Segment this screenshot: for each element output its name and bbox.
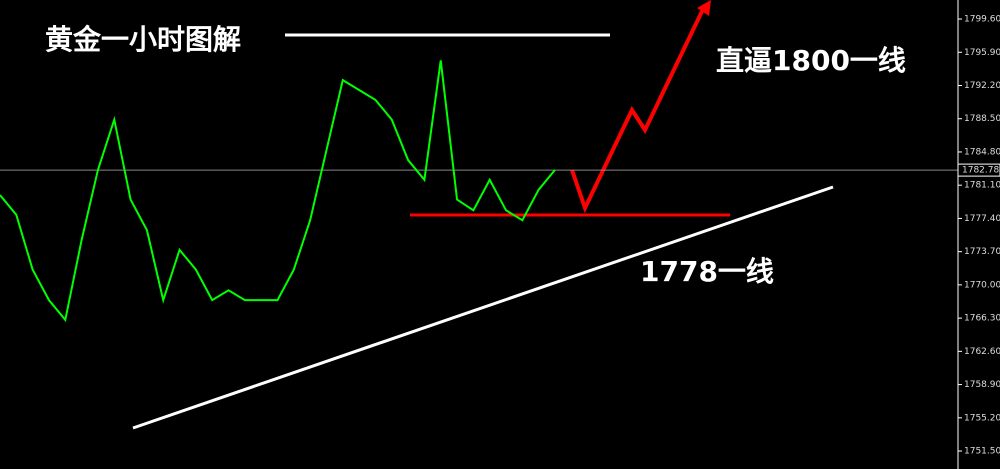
current-price-label: 1782.78 <box>962 166 999 176</box>
y-tick-label: 1799.60 <box>964 15 1000 25</box>
annotation: 1778一线 <box>640 255 774 288</box>
current-price-box <box>957 163 1000 177</box>
y-tick-label: 1758.90 <box>964 380 1000 390</box>
y-tick-label: 1781.10 <box>964 181 1000 191</box>
arrow-head <box>697 0 711 16</box>
y-tick-label: 1751.50 <box>964 447 1000 457</box>
forecast-arrow <box>570 4 707 214</box>
y-tick-label: 1770.00 <box>964 280 1000 290</box>
y-tick-label: 1792.20 <box>964 81 1000 91</box>
trend-line <box>132 185 834 430</box>
annotation: 直逼1800一线 <box>716 44 906 77</box>
y-tick-label: 1755.20 <box>964 413 1000 423</box>
y-tick-label: 1766.30 <box>964 314 1000 324</box>
price-line <box>0 60 556 323</box>
y-tick-label: 1784.80 <box>964 147 1000 157</box>
y-tick-label: 1773.70 <box>964 247 1000 257</box>
y-tick-label: 1795.90 <box>964 48 1000 58</box>
y-tick-label: 1762.60 <box>964 347 1000 357</box>
y-tick-label: 1788.50 <box>964 114 1000 124</box>
chart-title: 黄金一小时图解 <box>45 23 241 56</box>
y-tick-label: 1777.40 <box>964 214 1000 224</box>
